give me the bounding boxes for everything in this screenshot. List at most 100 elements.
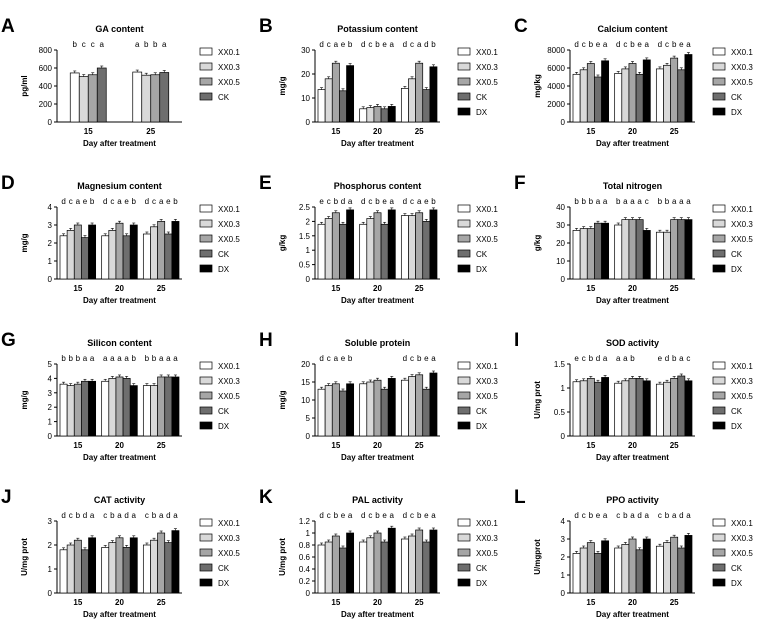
bar bbox=[159, 72, 170, 123]
bar bbox=[663, 64, 671, 123]
significance-letter: e bbox=[658, 354, 663, 363]
legend-swatch bbox=[712, 219, 726, 228]
significance-letter: e bbox=[341, 354, 346, 363]
legend-swatch bbox=[199, 92, 213, 101]
bar bbox=[429, 529, 438, 594]
legend: XX0.1 XX0.3 XX0.5 CK DX bbox=[712, 204, 753, 274]
significance-letter: e bbox=[341, 40, 346, 49]
significance-letter: b bbox=[616, 197, 621, 206]
bar bbox=[157, 376, 166, 437]
significance-letter: b bbox=[658, 197, 663, 206]
significance-letter: d bbox=[124, 511, 128, 520]
significance-letter: b bbox=[589, 511, 594, 520]
bar bbox=[387, 106, 396, 123]
bar bbox=[408, 376, 416, 437]
legend-label: XX0.1 bbox=[218, 519, 240, 528]
x-tick-label: 15 bbox=[586, 284, 595, 293]
bar bbox=[400, 215, 409, 280]
x-tick-label: 25 bbox=[670, 284, 679, 293]
x-tick-label: 20 bbox=[115, 284, 124, 293]
y-tick-label: 1.5 bbox=[554, 360, 566, 369]
bar bbox=[66, 544, 75, 594]
chart-title: Soluble protein bbox=[345, 338, 411, 348]
bar bbox=[601, 540, 610, 594]
significance-letter: a bbox=[390, 40, 395, 49]
significance-letter: b bbox=[76, 511, 81, 520]
bar bbox=[594, 381, 602, 437]
significance-letter: a bbox=[417, 197, 422, 206]
legend-label: CK bbox=[731, 564, 743, 573]
bar bbox=[150, 385, 158, 437]
significance-letter: d bbox=[319, 40, 323, 49]
legend: XX0.1 XX0.3 XX0.5 CK DX bbox=[457, 204, 498, 274]
significance-letter: c bbox=[82, 40, 86, 49]
significance-letter: c bbox=[152, 197, 156, 206]
bar bbox=[331, 62, 340, 123]
bar bbox=[59, 235, 68, 280]
y-axis-label: mg/g bbox=[20, 233, 29, 252]
significance-letter: d bbox=[403, 40, 407, 49]
bar bbox=[408, 215, 416, 280]
significance-letter: c bbox=[69, 197, 73, 206]
bar bbox=[317, 89, 326, 123]
panel-letter: G bbox=[1, 330, 16, 351]
bar bbox=[400, 88, 409, 123]
bar bbox=[150, 226, 158, 280]
legend-label: XX0.1 bbox=[731, 48, 753, 57]
legend-swatch bbox=[199, 47, 213, 56]
y-axis-label: pg/ml bbox=[20, 75, 29, 96]
significance-letter: b bbox=[348, 40, 353, 49]
bar bbox=[171, 530, 180, 594]
x-tick-label: 20 bbox=[115, 598, 124, 607]
y-tick-label: 0 bbox=[561, 118, 566, 127]
bar bbox=[331, 212, 340, 280]
bar bbox=[387, 209, 396, 280]
significance-letter: b bbox=[672, 40, 677, 49]
significance-letter: a bbox=[76, 197, 81, 206]
y-tick-label: 0.2 bbox=[299, 577, 311, 586]
significance-letter: c bbox=[327, 354, 331, 363]
y-tick-label: 10 bbox=[301, 396, 310, 405]
bar bbox=[635, 73, 644, 123]
legend-label: XX0.3 bbox=[218, 63, 240, 72]
legend-swatch bbox=[712, 391, 726, 400]
significance-letter: c bbox=[110, 197, 114, 206]
significance-letter: c bbox=[69, 511, 73, 520]
legend-label: XX0.5 bbox=[731, 78, 753, 87]
bar bbox=[670, 536, 679, 594]
bar bbox=[677, 547, 686, 594]
significance-letter: c bbox=[103, 511, 107, 520]
panel-letter: B bbox=[259, 16, 273, 37]
y-axis-label: U/mg prot bbox=[533, 381, 542, 419]
y-tick-label: 8000 bbox=[547, 46, 565, 55]
significance-letter: b bbox=[152, 354, 157, 363]
bar bbox=[422, 388, 431, 437]
x-tick-label: 20 bbox=[628, 127, 637, 136]
significance-letter: a bbox=[132, 511, 137, 520]
bar bbox=[78, 76, 89, 123]
significance-letter: c bbox=[410, 511, 414, 520]
significance-letter: b bbox=[132, 354, 137, 363]
significance-letter: c bbox=[327, 40, 331, 49]
significance-letter: a bbox=[603, 511, 608, 520]
significance-letter: b bbox=[173, 197, 178, 206]
significance-letter: c bbox=[410, 40, 414, 49]
x-axis-label: Day after treatment bbox=[83, 610, 156, 619]
chart-title: PAL activity bbox=[352, 495, 403, 505]
legend-label: CK bbox=[476, 93, 488, 102]
significance-letter: b bbox=[73, 40, 78, 49]
bar bbox=[380, 388, 389, 437]
legend-swatch bbox=[712, 406, 726, 415]
x-tick-label: 25 bbox=[670, 441, 679, 450]
x-tick-label: 15 bbox=[331, 284, 340, 293]
x-tick-label: 25 bbox=[157, 598, 166, 607]
bar bbox=[324, 78, 333, 123]
bar bbox=[594, 222, 602, 280]
significance-letter: e bbox=[319, 197, 324, 206]
legend-swatch bbox=[712, 249, 726, 258]
chart-title: Silicon content bbox=[87, 338, 152, 348]
x-axis-label: Day after treatment bbox=[83, 139, 156, 148]
y-tick-label: 1 bbox=[561, 384, 566, 393]
